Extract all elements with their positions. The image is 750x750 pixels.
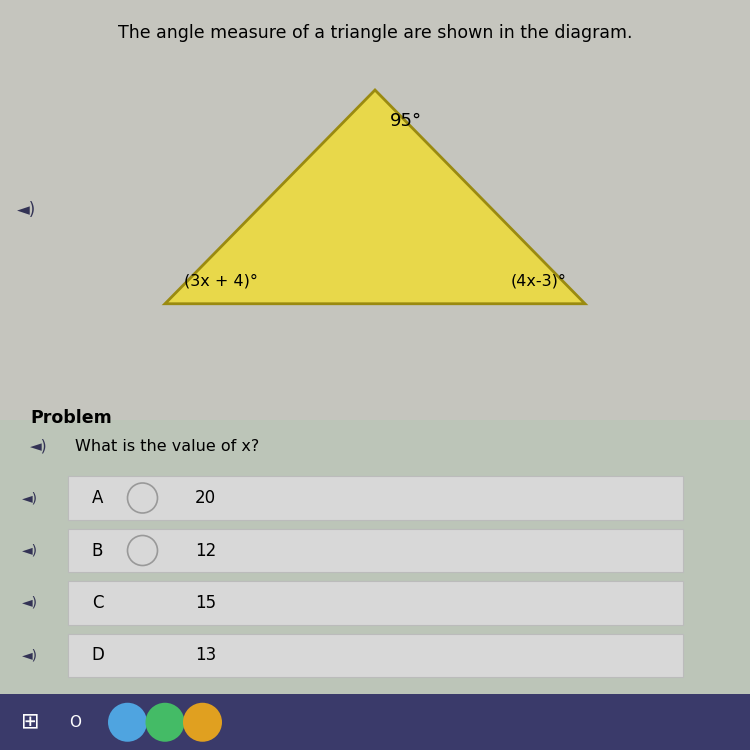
- Text: The angle measure of a triangle are shown in the diagram.: The angle measure of a triangle are show…: [118, 24, 632, 42]
- Bar: [0, 420, 750, 705]
- Text: 13: 13: [195, 646, 216, 664]
- Text: D: D: [91, 646, 104, 664]
- Bar: [0, 0, 750, 420]
- Text: 15: 15: [195, 594, 216, 612]
- Text: B: B: [92, 542, 104, 560]
- Text: ⊞: ⊞: [21, 712, 39, 732]
- Text: What is the value of x?: What is the value of x?: [75, 439, 260, 454]
- Text: C: C: [92, 594, 104, 612]
- Text: 12: 12: [195, 542, 216, 560]
- Text: 20: 20: [195, 489, 216, 507]
- Circle shape: [108, 703, 147, 742]
- Text: ◄): ◄): [22, 596, 38, 610]
- FancyBboxPatch shape: [68, 529, 682, 572]
- Text: (4x-3)°: (4x-3)°: [510, 274, 566, 289]
- Text: ◄): ◄): [16, 201, 36, 219]
- Polygon shape: [165, 90, 585, 304]
- Text: ◄): ◄): [30, 439, 48, 454]
- Text: 95°: 95°: [390, 112, 422, 130]
- Text: ◄): ◄): [22, 649, 38, 662]
- FancyBboxPatch shape: [68, 581, 682, 625]
- Text: ◄): ◄): [22, 491, 38, 505]
- Circle shape: [183, 703, 222, 742]
- Text: ◄): ◄): [22, 544, 38, 557]
- Text: O: O: [69, 715, 81, 730]
- Text: Problem: Problem: [30, 409, 112, 427]
- Text: A: A: [92, 489, 104, 507]
- FancyBboxPatch shape: [68, 634, 682, 677]
- Text: (3x + 4)°: (3x + 4)°: [184, 274, 258, 289]
- FancyBboxPatch shape: [68, 476, 682, 520]
- Bar: [0, 694, 750, 750]
- Circle shape: [146, 703, 184, 742]
